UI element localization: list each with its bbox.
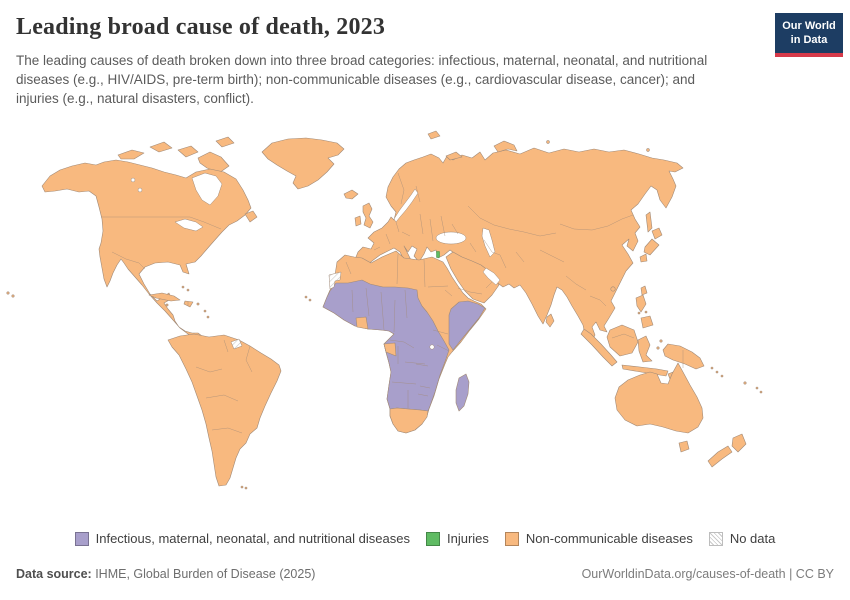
country-shape-philippines[interactable] <box>635 294 647 313</box>
landmass-eurasia[interactable] <box>355 147 684 344</box>
legend-item-ncd[interactable]: Non-communicable diseases <box>504 531 693 546</box>
country-shape-south-africa[interactable] <box>389 407 429 434</box>
country-shape-greenland[interactable] <box>261 137 345 190</box>
legend-label-ncd: Non-communicable diseases <box>525 531 693 546</box>
lake-victoria <box>429 344 435 350</box>
country-shape-madagascar[interactable] <box>455 373 470 412</box>
persian-gulf <box>482 267 501 286</box>
country-shape-new-zealand[interactable] <box>731 433 747 453</box>
black-sea <box>435 231 467 245</box>
caspian-sea <box>481 227 496 258</box>
legend-swatch-injuries <box>425 531 440 546</box>
legend-item-infectious[interactable]: Infectious, maternal, neonatal, and nutr… <box>74 531 410 546</box>
legend-label-injuries: Injuries <box>446 531 489 546</box>
data-source-value: IHME, Global Burden of Disease (2025) <box>91 567 316 581</box>
owid-logo[interactable]: Our World in Data <box>775 13 843 57</box>
great-lakes <box>174 218 204 232</box>
region-injuries[interactable] <box>436 251 440 258</box>
country-shape-united-kingdom[interactable] <box>362 202 374 229</box>
country-shape-french-guiana[interactable] <box>230 338 243 350</box>
legend-label-no-data: No data <box>729 531 776 546</box>
chart-footer: Data source: IHME, Global Burden of Dise… <box>16 567 834 581</box>
country-shape-iceland[interactable] <box>343 189 359 200</box>
inland-water <box>130 172 501 350</box>
country-shape-ghana[interactable] <box>355 316 369 330</box>
country-shape-australia[interactable] <box>614 362 704 434</box>
island-new-guinea[interactable] <box>662 343 705 370</box>
country-borders <box>101 172 684 434</box>
credit-link[interactable]: OurWorldinData.org/causes-of-death | CC … <box>581 567 834 581</box>
landmass-north-america[interactable] <box>41 159 252 339</box>
chart-header: Leading broad cause of death, 2023 The l… <box>16 14 756 108</box>
landmass-arabia[interactable] <box>445 251 500 304</box>
legend-swatch-ncd <box>504 531 519 546</box>
country-shape-somalia[interactable] <box>448 300 486 351</box>
chart-subtitle: The leading causes of death broken down … <box>16 53 708 107</box>
data-source-label: Data source: <box>16 567 92 581</box>
data-source-line: Data source: IHME, Global Burden of Dise… <box>16 567 315 581</box>
legend-swatch-infectious <box>74 531 89 546</box>
country-shape-cuba[interactable] <box>148 292 181 302</box>
page-title: Leading broad cause of death, 2023 <box>16 14 386 40</box>
country-shape-western-sahara[interactable] <box>328 271 342 290</box>
region-ncd-africa-patches[interactable] <box>355 316 429 434</box>
map-legend: Infectious, maternal, neonatal, and nutr… <box>0 531 850 546</box>
legend-swatch-no-data <box>708 531 723 546</box>
region-no-data[interactable] <box>230 271 342 350</box>
landmass-south-america[interactable] <box>167 333 282 487</box>
legend-label-infectious: Infectious, maternal, neonatal, and nutr… <box>95 531 410 546</box>
owid-logo-line2: in Data <box>790 34 828 47</box>
country-shape-japan[interactable] <box>651 227 663 240</box>
legend-item-no-data[interactable]: No data <box>708 531 776 546</box>
legend-item-injuries[interactable]: Injuries <box>425 531 489 546</box>
country-shape-gabon[interactable] <box>383 342 397 357</box>
owid-logo-line1: Our World <box>782 20 836 32</box>
hudson-bay <box>191 172 223 206</box>
country-shape-palestine[interactable] <box>436 251 440 258</box>
island-borneo[interactable] <box>606 324 639 357</box>
